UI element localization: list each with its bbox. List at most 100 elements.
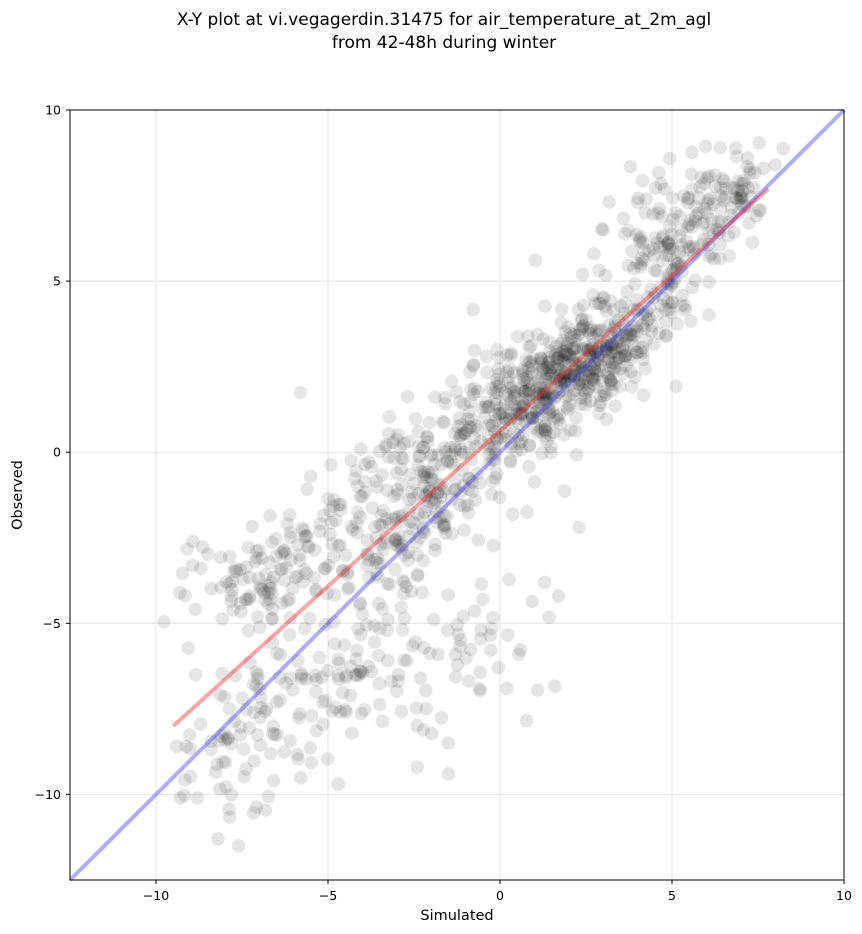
data-point (401, 545, 416, 559)
data-point (239, 560, 254, 574)
data-point (682, 242, 696, 257)
data-point (682, 191, 696, 205)
data-point (362, 455, 376, 469)
data-point (686, 239, 700, 254)
data-point (444, 374, 459, 389)
data-point (291, 752, 305, 766)
data-point (282, 628, 297, 642)
data-point (537, 423, 551, 437)
data-point (557, 375, 572, 390)
data-point (373, 537, 388, 552)
data-point (394, 600, 409, 614)
data-point (547, 412, 561, 426)
data-point (242, 592, 257, 606)
data-point (445, 526, 459, 541)
data-point (577, 374, 592, 389)
data-point (449, 482, 463, 497)
data-point (538, 372, 553, 387)
data-point (718, 190, 732, 205)
data-point (338, 703, 352, 717)
data-point (639, 304, 653, 319)
data-point (583, 394, 598, 409)
data-point (273, 562, 287, 577)
data-point (538, 299, 552, 313)
data-point (467, 431, 481, 445)
data-point (194, 561, 208, 576)
data-point (568, 383, 582, 398)
data-point (454, 427, 469, 442)
data-point (652, 201, 666, 216)
data-point (713, 201, 728, 216)
data-point (624, 347, 638, 361)
data-point (299, 672, 313, 686)
data-point (636, 346, 650, 360)
data-point (585, 369, 600, 384)
data-point (637, 253, 651, 268)
data-point (682, 240, 697, 254)
data-point (731, 193, 745, 208)
data-point (603, 361, 618, 375)
data-point (441, 588, 455, 602)
data-point (678, 303, 692, 317)
data-point (283, 734, 298, 748)
data-point (486, 441, 501, 455)
data-point (702, 169, 716, 184)
data-point (524, 339, 538, 353)
data-point (233, 720, 248, 734)
data-point (660, 276, 675, 291)
data-point (735, 184, 750, 198)
data-point (564, 367, 579, 381)
data-point (324, 458, 338, 472)
data-point (540, 367, 555, 381)
data-point (380, 483, 394, 498)
data-point (220, 731, 235, 745)
data-point (218, 755, 233, 770)
data-point (213, 688, 228, 702)
data-point (593, 334, 608, 349)
data-point (428, 492, 443, 507)
data-point (382, 577, 397, 592)
data-point (528, 253, 543, 267)
data-point (227, 564, 241, 579)
data-point (427, 496, 442, 510)
data-point (517, 372, 531, 387)
data-point (387, 451, 401, 465)
data-point (581, 368, 596, 383)
data-point (718, 181, 733, 196)
data-point (575, 359, 590, 373)
data-point (452, 395, 467, 409)
data-point (356, 666, 370, 680)
data-point (297, 529, 312, 544)
data-point (233, 563, 248, 577)
data-point (641, 290, 655, 305)
data-point (541, 360, 555, 375)
data-point (328, 701, 343, 715)
data-point (453, 431, 468, 445)
data-point (603, 373, 617, 388)
data-point (663, 219, 677, 233)
data-point (532, 400, 546, 415)
data-point (270, 695, 284, 709)
data-point (674, 238, 689, 253)
data-point (371, 570, 385, 584)
data-point (668, 271, 682, 285)
data-point (606, 303, 621, 318)
data-point (619, 359, 633, 373)
data-point (358, 474, 372, 489)
data-point (682, 217, 697, 232)
data-point (375, 468, 389, 482)
data-point (579, 340, 594, 355)
data-point (618, 348, 633, 363)
data-point (486, 538, 501, 553)
data-point (740, 151, 755, 165)
data-point (663, 151, 677, 166)
data-point (606, 345, 620, 360)
data-point (391, 487, 405, 501)
data-point (217, 690, 232, 704)
data-point (263, 592, 277, 607)
data-point (697, 232, 711, 247)
data-point (308, 543, 322, 557)
data-point (321, 558, 336, 573)
data-point (195, 540, 210, 554)
data-point (742, 216, 756, 230)
